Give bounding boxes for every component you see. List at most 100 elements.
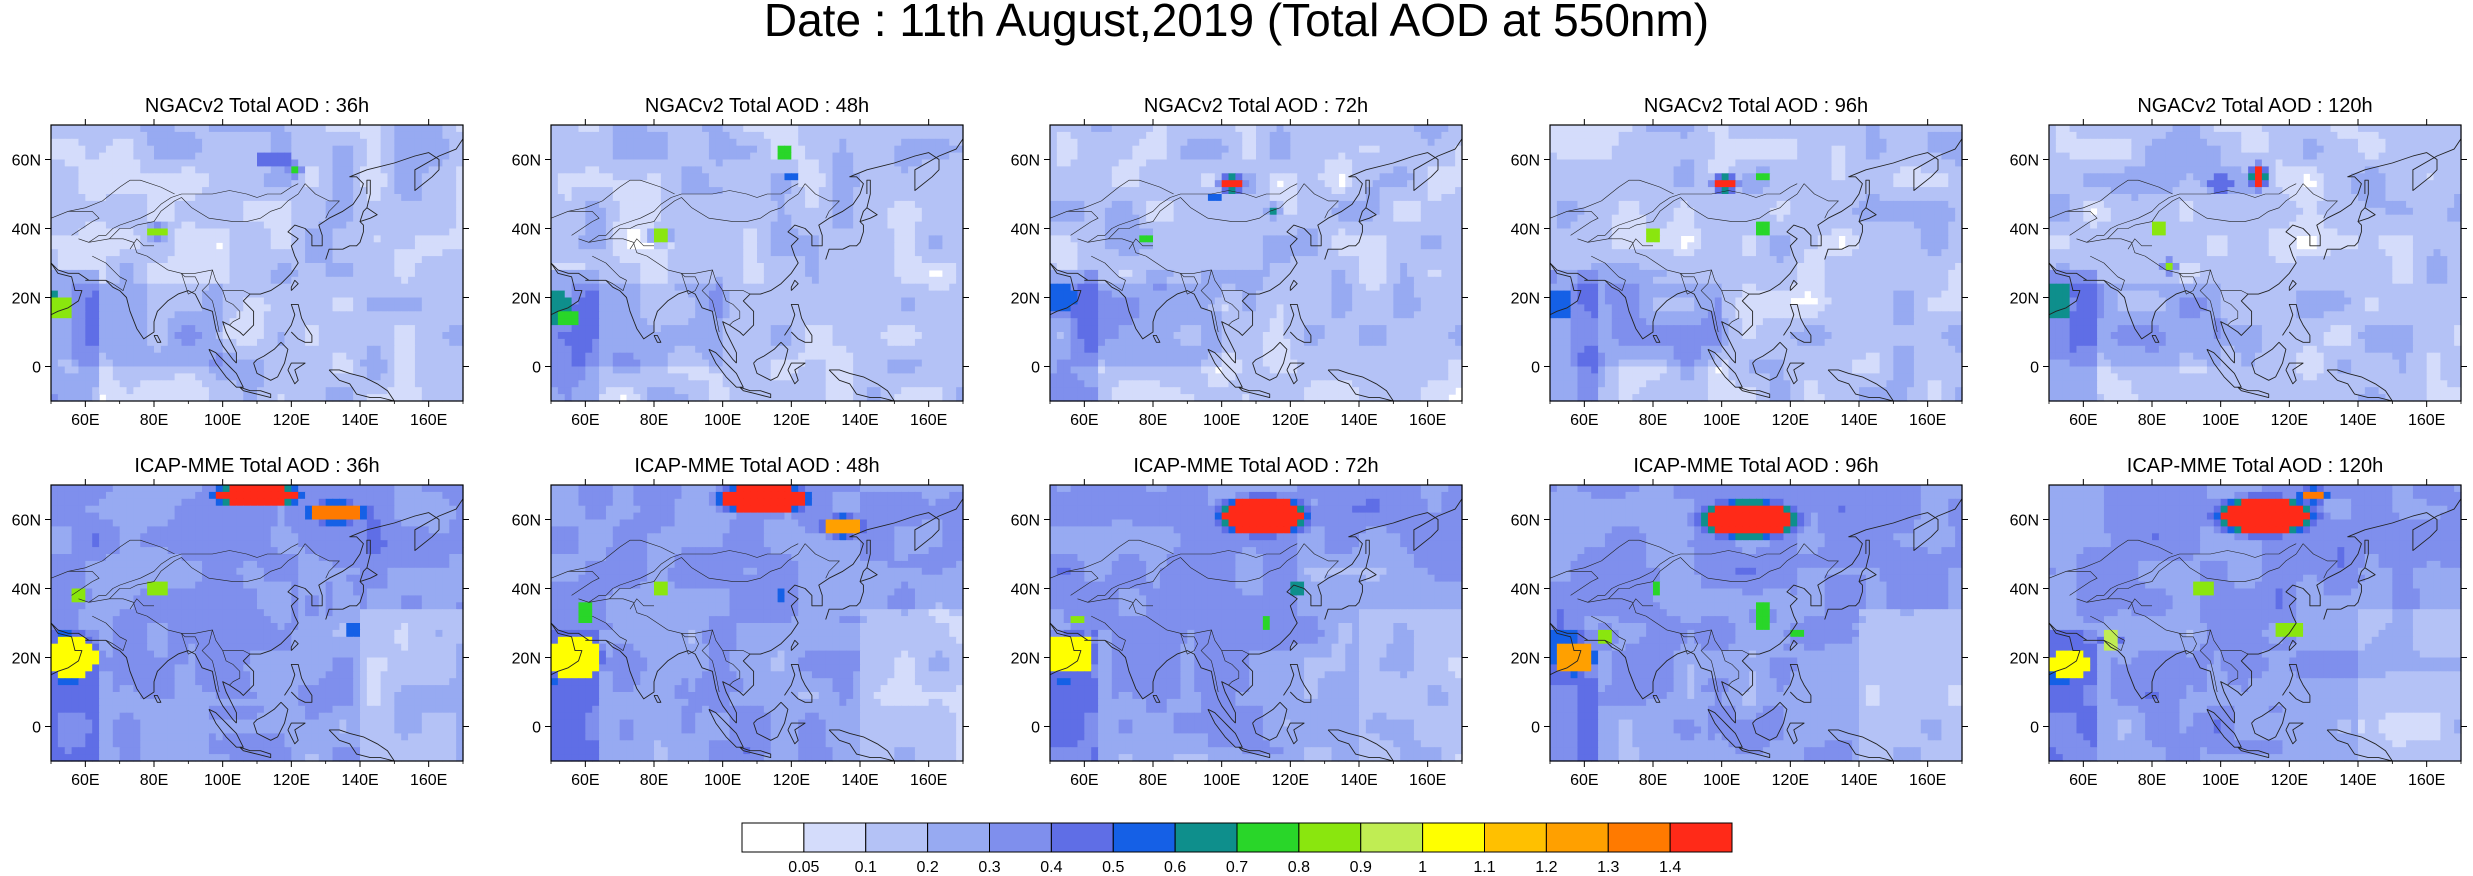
aod-cell — [374, 208, 381, 216]
aod-cell — [922, 242, 929, 250]
aod-cell — [613, 256, 620, 264]
aod-cell — [709, 332, 716, 340]
aod-cell — [839, 277, 846, 285]
aod-cell — [449, 346, 456, 354]
aod-cell — [120, 360, 127, 368]
aod-cell — [415, 180, 422, 188]
aod-cell — [72, 311, 79, 319]
aod-cell — [798, 298, 805, 306]
aod-cell — [764, 125, 771, 133]
aod-cell — [374, 194, 381, 202]
aod-cell — [271, 277, 278, 285]
aod-cell — [353, 125, 360, 133]
aod-cell — [558, 249, 565, 257]
aod-cell — [284, 242, 291, 250]
aod-cell — [929, 222, 936, 230]
aod-cell — [394, 353, 401, 361]
aod-cell — [243, 360, 250, 368]
aod-cell — [154, 180, 161, 188]
aod-cell — [113, 304, 120, 312]
aod-cell — [113, 215, 120, 223]
aod-cell — [181, 180, 188, 188]
aod-cell — [668, 139, 675, 147]
aod-cell — [826, 187, 833, 195]
aod-cell — [640, 339, 647, 347]
aod-cell — [736, 325, 743, 333]
aod-cell — [374, 132, 381, 140]
aod-cell — [127, 222, 134, 230]
aod-cell — [305, 146, 312, 154]
aod-cell — [887, 387, 894, 395]
aod-cell — [949, 318, 956, 326]
aod-cell — [709, 235, 716, 243]
aod-cell — [894, 242, 901, 250]
x-tick-label: 100E — [704, 412, 741, 429]
aod-cell — [887, 208, 894, 216]
aod-cell — [585, 318, 592, 326]
aod-cell — [805, 160, 812, 168]
aod-cell — [860, 284, 867, 292]
aod-cell — [778, 325, 785, 333]
aod-cell — [394, 284, 401, 292]
aod-cell — [333, 311, 340, 319]
aod-cell — [422, 208, 429, 216]
aod-cell — [278, 291, 285, 299]
aod-cell — [284, 180, 291, 188]
aod-cell — [147, 263, 154, 271]
aod-cell — [730, 277, 737, 285]
aod-cell — [401, 194, 408, 202]
aod-cell — [106, 153, 113, 161]
aod-cell — [360, 353, 367, 361]
aod-cell — [243, 146, 250, 154]
aod-cell — [633, 353, 640, 361]
aod-cell — [585, 298, 592, 306]
aod-cell — [223, 153, 230, 161]
aod-cell — [558, 291, 565, 299]
aod-cell — [881, 180, 888, 188]
aod-cell — [230, 146, 237, 154]
aod-cell — [257, 180, 264, 188]
aod-cell — [798, 373, 805, 381]
aod-cell — [58, 387, 65, 395]
aod-cell — [833, 166, 840, 174]
aod-cell — [633, 180, 640, 188]
aod-cell — [929, 194, 936, 202]
aod-cell — [271, 291, 278, 299]
aod-cell — [415, 263, 422, 271]
aod-cell — [826, 318, 833, 326]
aod-cell — [1359, 125, 1366, 133]
aod-cell — [661, 277, 668, 285]
aod-cell — [894, 173, 901, 181]
aod-cell — [846, 229, 853, 237]
aod-cell — [681, 346, 688, 354]
aod-cell — [812, 208, 819, 216]
aod-cell — [408, 367, 415, 375]
aod-cell — [874, 208, 881, 216]
aod-cell — [894, 249, 901, 257]
aod-cell — [374, 180, 381, 188]
aod-cell — [695, 270, 702, 278]
aod-cell — [429, 387, 436, 395]
aod-cell — [51, 353, 58, 361]
aod-cell — [942, 222, 949, 230]
aod-cell — [147, 160, 154, 168]
aod-cell — [51, 304, 58, 312]
aod-cell — [127, 284, 134, 292]
aod-cell — [681, 380, 688, 388]
aod-cell — [236, 346, 243, 354]
aod-cell — [284, 132, 291, 140]
aod-cell — [551, 339, 558, 347]
aod-cell — [757, 146, 764, 154]
aod-cell — [627, 256, 634, 264]
aod-cell — [606, 318, 613, 326]
aod-cell — [551, 125, 558, 133]
aod-cell — [833, 173, 840, 181]
aod-cell — [209, 139, 216, 147]
aod-cell — [133, 311, 140, 319]
aod-cell — [572, 222, 579, 230]
aod-cell — [627, 187, 634, 195]
aod-cell — [367, 311, 374, 319]
aod-cell — [243, 201, 250, 209]
aod-cell — [436, 139, 443, 147]
aod-cell — [915, 180, 922, 188]
